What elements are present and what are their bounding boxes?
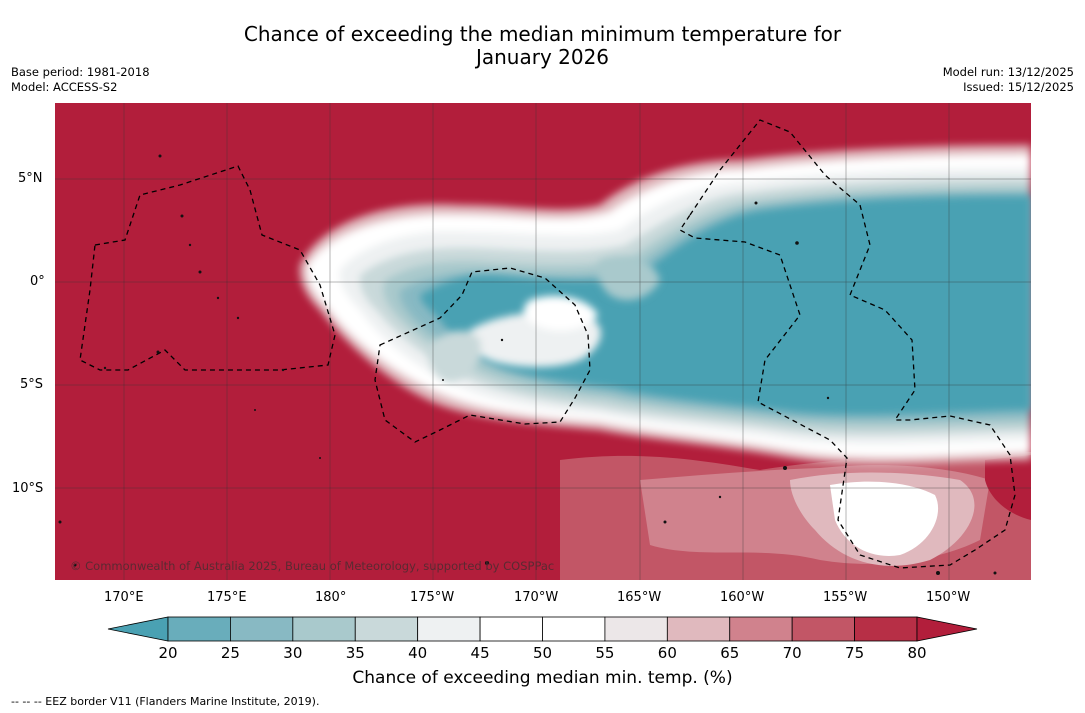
- neutral-patch: [428, 256, 660, 382]
- colorbar-tick-label: 35: [345, 644, 365, 662]
- colorbar-tick-label: 25: [220, 644, 240, 662]
- colorbar-high-arrow: [916, 616, 978, 642]
- eez-phoenix-border: [374, 267, 591, 443]
- colorbar-tick-label: 75: [845, 644, 865, 662]
- lon-label-150w: 150°W: [926, 590, 971, 605]
- lon-label-175e: 175°E: [207, 590, 247, 605]
- southeast-neutral: [830, 481, 939, 556]
- eez-tuvalu-border: [79, 165, 336, 371]
- map-title-line1: Chance of exceeding the median minimum t…: [243, 22, 842, 46]
- lon-label-170w: 170°W: [514, 590, 559, 605]
- model-name: Model: ACCESS-S2: [11, 80, 118, 94]
- model-run: Model run: 13/12/2025: [942, 65, 1074, 79]
- colorbar-segment: [167, 616, 231, 642]
- colorbar-tick-label: 55: [595, 644, 615, 662]
- colorbar-tick-label: 50: [532, 644, 553, 662]
- eez-legend-footer: -- -- -- EEZ border V11 (Flanders Marine…: [11, 695, 320, 708]
- colorbar-segment: [604, 616, 668, 642]
- colorbar-segment: [542, 616, 606, 642]
- colorbar-segment: [729, 616, 793, 642]
- lon-label-175w: 175°W: [410, 590, 455, 605]
- colorbar-tick-label: 40: [408, 644, 428, 662]
- colorbar-low-arrow: [107, 616, 169, 642]
- colorbar-segment: [292, 616, 356, 642]
- issued-date: Issued: 15/12/2025: [963, 80, 1074, 94]
- colorbar: [107, 616, 978, 642]
- map-title-line2: January 2026: [475, 45, 610, 69]
- lat-label-5s: 5°S: [20, 377, 44, 392]
- lat-label-0: 0°: [30, 274, 45, 289]
- colorbar-tick-label: 65: [720, 644, 740, 662]
- east-warm-patch: [985, 455, 1031, 520]
- colorbar-segment: [354, 616, 419, 642]
- colorbar-tick-label: 70: [782, 644, 802, 662]
- colorbar-segment: [854, 616, 918, 642]
- map-canvas: [55, 103, 1031, 580]
- colorbar-segment: [230, 616, 294, 642]
- lon-label-155w: 155°W: [823, 590, 868, 605]
- colorbar-segment: [479, 616, 543, 642]
- colorbar-tick-label: 80: [907, 644, 927, 662]
- lon-label-170e: 170°E: [104, 590, 144, 605]
- lat-label-5n: 5°N: [18, 171, 43, 186]
- lat-label-10s: 10°S: [12, 481, 44, 496]
- colorbar-title: Chance of exceeding median min. temp. (%…: [352, 668, 733, 688]
- colorbar-segment: [417, 616, 481, 642]
- lon-label-165w: 165°W: [617, 590, 662, 605]
- copyright-notice: © Commonwealth of Australia 2025, Bureau…: [70, 559, 555, 573]
- base-period: Base period: 1981-2018: [11, 65, 150, 79]
- colorbar-segment: [791, 616, 855, 642]
- eez-borders: [79, 119, 1016, 569]
- colorbar-tick-label: 20: [158, 644, 178, 662]
- eez-line-islands-border: [679, 119, 1016, 569]
- colorbar-tick-label: 60: [657, 644, 677, 662]
- colorbar-tick-label: 45: [470, 644, 490, 662]
- colorbar-segment: [666, 616, 731, 642]
- lon-label-180: 180°: [315, 590, 347, 605]
- graticule: [55, 103, 1031, 580]
- colorbar-tick-label: 30: [283, 644, 303, 662]
- lon-label-160w: 160°W: [720, 590, 765, 605]
- islands: [58, 154, 997, 575]
